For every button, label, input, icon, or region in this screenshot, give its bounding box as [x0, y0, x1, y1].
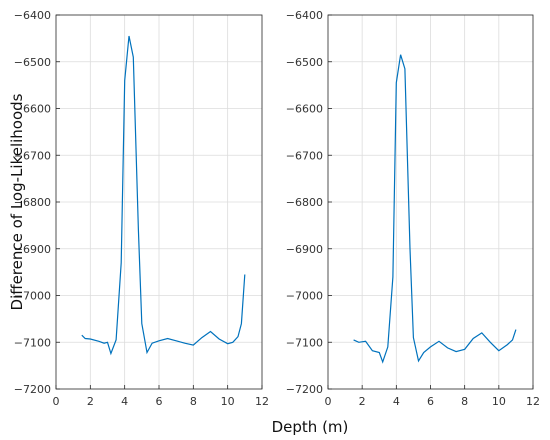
left-panel-series-line [81, 35, 246, 356]
left-panel-x-tick-label: 0 [53, 395, 60, 408]
right-panel-y-tick-label: −7200 [286, 383, 323, 396]
right-panel-y-tick-label: −6900 [286, 243, 323, 256]
right-panel-y-tick-label: −6500 [286, 56, 323, 69]
left-panel-y-tick-label: −6600 [14, 103, 51, 116]
left-panel-y-tick-label: −6700 [14, 149, 51, 162]
right-panel-x-tick-label: 10 [492, 395, 506, 408]
right-panel-y-tick-label: −6700 [286, 149, 323, 162]
left-panel-x-tick-label: 12 [255, 395, 269, 408]
left-panel-x-tick-label: 2 [87, 395, 94, 408]
left-panel-y-tick-label: −7000 [14, 290, 51, 303]
right-panel: 0 2 4 6 8 10 12 −7200 −7100 −7000 −6900 −6800 −6700 −… [286, 9, 540, 408]
right-panel-x-tick-label: 6 [427, 395, 434, 408]
left-panel-x-tick-label: 10 [221, 395, 235, 408]
left-panel-y-tick-label: −6900 [14, 243, 51, 256]
right-panel-y-tick-label: −6400 [286, 9, 323, 22]
right-panel-x-tick-label: 0 [325, 395, 332, 408]
x-axis-title: Depth (m) [272, 418, 349, 436]
left-panel-grid [56, 15, 262, 389]
right-panel-y-tick-label: −6800 [286, 196, 323, 209]
right-panel-x-tick-label: 12 [526, 395, 540, 408]
right-panel-y-tick-label: −7000 [286, 290, 323, 303]
right-panel-grid [328, 15, 533, 389]
right-panel-y-tick-label: −7100 [286, 336, 323, 349]
y-axis-title: Difference of Log-Likelihoods [8, 93, 26, 310]
right-panel-ticks: 0 2 4 6 8 10 12 −7200 −7100 −7000 −6900 −6800 −6700 −… [286, 9, 540, 408]
left-panel-x-tick-label: 4 [121, 395, 128, 408]
left-panel-ticks: 0 2 4 6 8 10 12 −7200 −7100 −7000 −6900 −6800 −6700 −… [14, 9, 269, 408]
left-panel-y-tick-label: −6500 [14, 56, 51, 69]
right-panel-x-tick-label: 2 [359, 395, 366, 408]
left-panel: 0 2 4 6 8 10 12 −7200 −7100 −7000 −6900 −6800 −6700 −… [14, 9, 269, 408]
right-panel-x-tick-label: 4 [393, 395, 400, 408]
left-panel-y-tick-label: −7100 [14, 336, 51, 349]
right-panel-y-tick-label: −6600 [286, 103, 323, 116]
right-panel-x-tick-label: 8 [461, 395, 468, 408]
left-panel-x-tick-label: 6 [156, 395, 163, 408]
left-panel-y-tick-label: −6400 [14, 9, 51, 22]
right-panel-series-line [353, 54, 517, 364]
left-panel-y-tick-label: −7200 [14, 383, 51, 396]
left-panel-y-tick-label: −6800 [14, 196, 51, 209]
left-panel-x-tick-label: 8 [190, 395, 197, 408]
